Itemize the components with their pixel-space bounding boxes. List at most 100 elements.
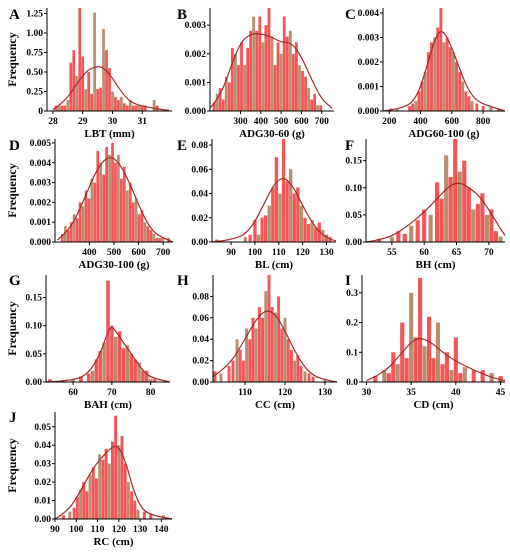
panel-d-bar-2 [66, 230, 70, 242]
panel-h-ytick-label-3: 0.06 [192, 314, 209, 324]
panel-b-bar-3 [221, 99, 225, 111]
panel-a-ytick-label-2: 0.50 [26, 68, 43, 78]
panel-c-bar-4 [414, 101, 418, 111]
panel-a-bar-17 [105, 50, 108, 111]
panel-i-bar-17 [453, 337, 458, 382]
panel-h-ytick-label-1: 0.02 [192, 357, 209, 367]
panel-j-density-line [54, 445, 173, 520]
panel-b-bar-27 [294, 42, 298, 111]
panel-i-bar-4 [395, 364, 400, 382]
panel-d-ylabel: Frequency [5, 163, 19, 217]
panel-g-bar-15 [133, 359, 137, 382]
panel-c-bar-5 [417, 91, 421, 111]
panel-h-ytick-label-4: 0.08 [192, 292, 209, 302]
panel-e-bar-9 [274, 157, 279, 242]
panel-j-ytick-label-0: 0.00 [34, 515, 51, 525]
panel-d-xtick-label-3: 700 [156, 248, 171, 258]
panel-e-bar-22 [321, 229, 325, 242]
panel-e-ytick-label-2: 0.04 [191, 190, 208, 200]
panel-j-letter: J [9, 410, 17, 426]
panel-h-bar-25 [303, 371, 307, 382]
panel-b-ytick-label-2: 0.002 [185, 50, 207, 60]
panel-i-bar-12 [431, 358, 436, 382]
panel-d-bar-5 [75, 218, 79, 242]
panel-g-bar-18 [144, 370, 149, 382]
panel-f-density-line [365, 182, 506, 243]
panel-b-bar-19 [270, 36, 274, 111]
panel-f-bar-22 [498, 236, 503, 242]
panel-j-ytick-label-4: 0.04 [34, 441, 51, 451]
panel-b-bar-21 [276, 42, 280, 111]
panel-b-ytick-label-3: 0.003 [185, 21, 207, 31]
panel-d-bar-13 [99, 162, 103, 242]
panel-j-xtick-label-4: 130 [133, 525, 148, 535]
panel-b-bar-35 [319, 105, 323, 111]
panel-i-ytick-label-1: 0.1 [346, 348, 358, 358]
panel-b-bar-23 [282, 16, 286, 111]
panel-d-bar-30 [149, 230, 153, 242]
panel-i-bar-7 [409, 292, 414, 382]
panel-h-xlabel: CC (cm) [255, 399, 295, 411]
panel-e-bar-14 [292, 193, 296, 242]
panel-i-bar-16 [449, 370, 454, 382]
panel-f-xtick-label-0: 55 [387, 248, 397, 258]
panel-a-xtick-label-2: 30 [108, 117, 118, 127]
panel-d-bar-15 [105, 146, 108, 242]
panel-b-bar-6 [230, 48, 234, 111]
panel-h-bar-1 [219, 373, 223, 382]
panel-a-bar-2 [60, 105, 64, 111]
panel-f-bar-20 [489, 209, 494, 242]
panel-i-bar-13 [435, 322, 441, 382]
panel-j-bar-9 [95, 478, 98, 519]
panel-f-bar-19 [484, 214, 489, 242]
panel-a-bar-12 [90, 93, 94, 111]
panel-d-bar-3 [69, 222, 73, 242]
panel-a-bar-18 [108, 68, 111, 111]
panel-h-bar-15 [270, 307, 274, 382]
panel-d-bar-0 [61, 234, 64, 242]
panel-d-xtick-label-2: 600 [131, 248, 146, 258]
panel-d-ytick-label-3: 0.003 [30, 179, 52, 189]
panel-g-ytick-label-0: 0.00 [25, 378, 42, 388]
panel-h-bar-0 [213, 371, 217, 382]
panel-c-ytick-label-3: 0.003 [358, 33, 380, 43]
panel-i-bar-10 [422, 346, 427, 382]
panel-b-ytick-label-0: 0.000 [185, 107, 207, 117]
panel-d-bar-25 [134, 198, 138, 242]
panel-j-bar-13 [107, 463, 111, 519]
panel-f-bar-3 [402, 233, 407, 242]
panel-i-bar-15 [444, 352, 449, 382]
panel-d-bar-1 [63, 226, 67, 242]
panel-a-bar-25 [128, 100, 132, 111]
panel-b-bar-25 [288, 30, 292, 111]
panel-j-xtick-label-1: 100 [69, 525, 84, 535]
panel-b-letter: B [177, 7, 187, 23]
panel-a-bar-21 [117, 100, 120, 111]
panel-c-density-line [382, 31, 506, 112]
panel-e-xtick-label-1: 100 [248, 248, 263, 258]
panel-b-bar-11 [246, 48, 250, 111]
panel-i-ytick-label-0: 0.0 [346, 378, 358, 388]
panel-f-bar-2 [396, 231, 401, 242]
panel-j-xtick-label-5: 140 [154, 525, 169, 535]
panel-f-letter: F [345, 138, 354, 154]
panel-e-bar-23 [324, 234, 329, 242]
panel-i-xtick-label-0: 30 [362, 388, 372, 398]
panel-b-bar-34 [316, 105, 320, 111]
panel-b-bar-12 [249, 30, 253, 111]
panel-j-xtick-label-2: 110 [91, 525, 105, 535]
panel-g-bar-9 [110, 325, 114, 382]
panel-d-bar-16 [108, 154, 111, 242]
panel-d-ytick-label-5: 0.005 [30, 139, 52, 149]
panel-c-bar-17 [455, 61, 458, 111]
panel-i-bar-14 [440, 364, 445, 382]
panel-h-bar-3 [231, 360, 235, 382]
panel-e-bar-15 [296, 187, 300, 242]
panel-h-bar-23 [296, 355, 300, 382]
panel-g-bar-6 [98, 351, 103, 382]
panel-b-bar-0 [212, 102, 216, 111]
panel-e-xlabel: BL (cm) [255, 259, 294, 271]
panel-j-xlabel: RC (cm) [93, 536, 133, 548]
panel-f-xtick-label-1: 60 [419, 248, 429, 258]
panel-f-bar-12 [453, 139, 458, 242]
